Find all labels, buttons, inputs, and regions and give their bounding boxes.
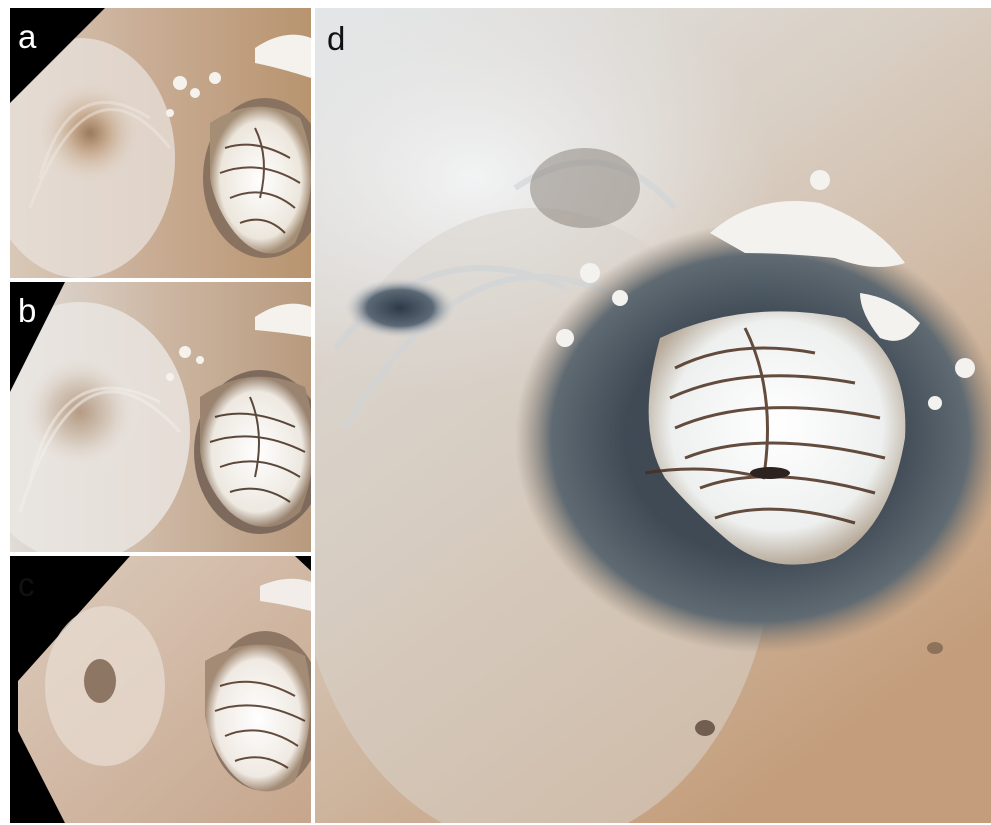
panel-a-label: a	[18, 18, 37, 55]
panel-b-mars-polar-image: b	[10, 282, 311, 552]
panel-b-photo	[10, 282, 311, 552]
panel-c-photo	[10, 556, 311, 823]
panel-d-label: d	[327, 20, 346, 57]
panel-a-mars-polar-image: a	[10, 8, 311, 278]
panel-c-mars-polar-image: c	[10, 556, 311, 823]
panel-d-photo	[315, 8, 991, 823]
panel-a-photo	[10, 8, 311, 278]
panel-b-label: b	[18, 292, 37, 329]
panel-c-label: c	[18, 566, 35, 603]
panel-d-mars-polar-image: d	[315, 8, 991, 823]
